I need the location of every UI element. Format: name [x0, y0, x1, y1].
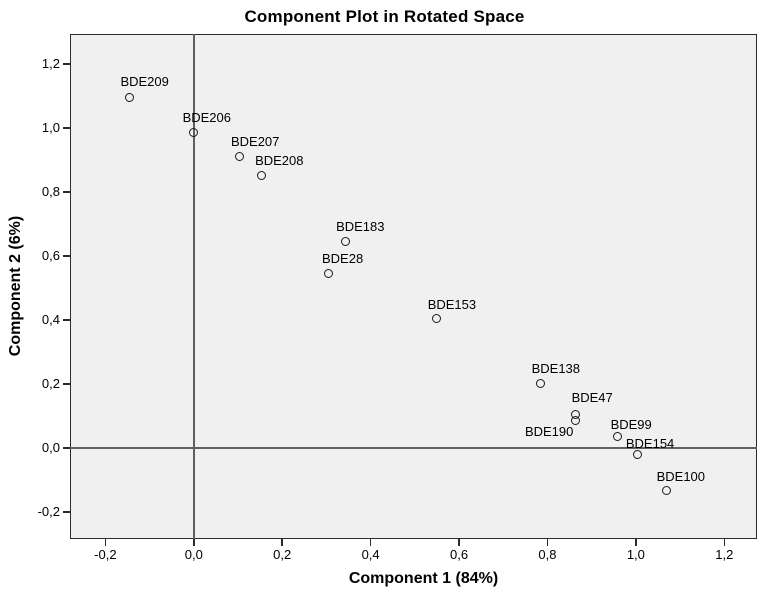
- data-point-BDE209: [124, 92, 134, 102]
- y-zero-reference-line: [70, 447, 757, 450]
- chart-title: Component Plot in Rotated Space: [244, 7, 525, 26]
- x-axis-tick: [369, 539, 372, 546]
- y-axis-tick-label: 0,0: [41, 440, 60, 456]
- data-point-label-BDE99: BDE99: [610, 416, 652, 432]
- data-point-BDE208: [257, 171, 267, 181]
- data-point-BDE28: [323, 268, 333, 278]
- y-axis-label: Component 2 (6%): [7, 215, 24, 357]
- data-point-label-BDE153: BDE153: [427, 296, 477, 312]
- data-point-BDE99: [613, 432, 623, 441]
- y-axis-tick-label: 1,0: [41, 120, 60, 136]
- y-axis-tick-label: 0,2: [41, 376, 60, 392]
- x-axis-tick-label: 0,0: [184, 547, 203, 562]
- x-axis-tick-label: 0,4: [361, 547, 380, 562]
- data-point-label-BDE209: BDE209: [120, 73, 169, 89]
- data-point-label-BDE28: BDE28: [322, 250, 364, 266]
- x-axis-tick: [723, 539, 726, 546]
- x-axis-tick: [193, 539, 195, 546]
- data-point-BDE154: [633, 449, 643, 459]
- data-point-label-BDE100: BDE100: [656, 469, 706, 485]
- x-axis-tick-label: 0,2: [273, 547, 292, 562]
- y-axis-tick: [63, 127, 70, 129]
- y-axis-tick-label: 1,2: [41, 56, 60, 72]
- data-point-label-BDE183: BDE183: [336, 218, 385, 234]
- x-axis-tick-label: 0,6: [449, 547, 469, 562]
- y-axis-tick-label: 0,4: [41, 312, 60, 328]
- y-axis-tick: [63, 383, 70, 385]
- x-axis-tick-label: -0,2: [94, 547, 117, 562]
- y-axis-tick: [63, 447, 70, 449]
- y-axis-tick: [63, 511, 70, 513]
- data-point-BDE153: [432, 313, 442, 323]
- data-point-BDE183: [341, 236, 351, 246]
- x-axis-tick: [546, 539, 549, 546]
- data-point-label-BDE154: BDE154: [625, 435, 675, 451]
- y-axis-tick: [63, 63, 70, 65]
- x-axis-tick-label: 1,2: [715, 547, 734, 562]
- y-axis-tick: [63, 319, 70, 321]
- y-axis-tick-label: 0,8: [41, 184, 60, 200]
- x-axis-label: Component 1 (84%): [348, 570, 499, 587]
- data-point-BDE190: [571, 416, 581, 425]
- data-point-BDE100: [661, 486, 671, 496]
- x-axis-tick-label: 1,0: [626, 547, 645, 562]
- data-point-BDE138: [535, 379, 545, 389]
- data-point-label-BDE138: BDE138: [531, 361, 581, 377]
- data-point-label-BDE47: BDE47: [571, 389, 613, 405]
- data-point-label-BDE207: BDE207: [230, 133, 280, 149]
- data-point-label-BDE206: BDE206: [182, 109, 231, 125]
- data-point-label-BDE208: BDE208: [255, 153, 304, 169]
- plot-area: [70, 34, 757, 539]
- data-point-BDE206: [188, 127, 198, 137]
- data-point-label-BDE190: BDE190: [524, 423, 574, 439]
- x-axis-tick-label: 0,8: [538, 547, 557, 562]
- data-point-BDE207: [235, 151, 245, 161]
- x-axis-tick: [104, 539, 107, 546]
- x-axis-tick: [281, 539, 283, 546]
- y-axis-tick-label: -0,2: [37, 504, 60, 520]
- x-zero-reference-line: [192, 34, 195, 539]
- y-axis-tick: [63, 255, 70, 257]
- x-axis-tick: [458, 539, 460, 546]
- x-axis-tick: [635, 539, 637, 546]
- y-axis-tick-label: 0,6: [41, 248, 60, 264]
- y-axis-tick: [63, 191, 70, 193]
